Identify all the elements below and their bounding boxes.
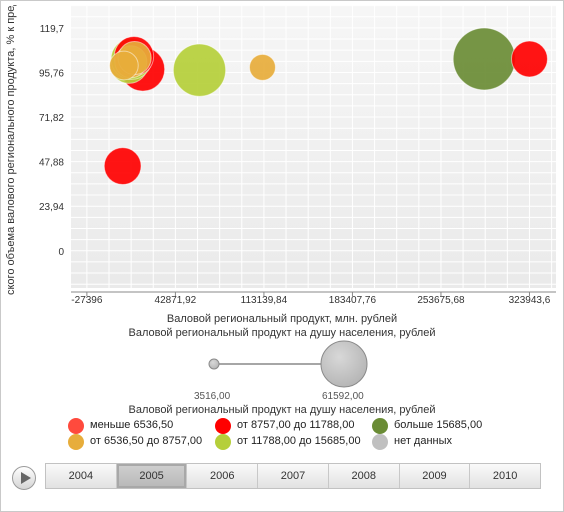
year-2009[interactable]: 2009 xyxy=(400,464,471,488)
size-legend-max-label: 61592,00 xyxy=(322,391,364,402)
legend-swatch xyxy=(215,434,231,450)
x-tick-label: 253675,68 xyxy=(417,295,465,306)
legend-label: от 11788,00 до 15685,00 xyxy=(237,435,361,447)
legend-swatch xyxy=(372,434,388,450)
year-2004[interactable]: 2004 xyxy=(46,464,117,488)
bubble[interactable] xyxy=(452,27,516,91)
bubble[interactable] xyxy=(103,147,142,185)
size-legend xyxy=(208,340,368,388)
y-tick-label: 71,82 xyxy=(39,113,64,124)
x-tick-label: 183407,76 xyxy=(329,295,377,306)
year-2006[interactable]: 2006 xyxy=(187,464,259,488)
axes: -27396 42871,92 113139,84 183407,76 253675,6… xyxy=(39,24,556,306)
year-2008[interactable]: 2008 xyxy=(329,464,400,488)
year-2007[interactable]: 2007 xyxy=(258,464,329,488)
size-legend-title: Валовой региональный продукт на душу нас… xyxy=(128,327,436,339)
bubble-chart: -27396 42871,92 113139,84 183407,76 253675,6… xyxy=(39,5,556,388)
legend-label: больше 15685,00 xyxy=(394,419,483,431)
play-icon xyxy=(21,472,31,484)
y-tick-label: 47,88 xyxy=(39,158,64,169)
play-button[interactable] xyxy=(12,466,36,490)
legend-swatch xyxy=(215,418,231,434)
x-axis-title: Валовой региональный продукт, млн. рубле… xyxy=(166,313,398,325)
size-legend-min-bubble xyxy=(208,358,220,370)
legend-label: от 8757,00 до 11788,00 xyxy=(237,419,355,431)
y-tick-label: 0 xyxy=(58,247,64,258)
x-tick-label: 323943,6 xyxy=(509,295,551,306)
bubble[interactable] xyxy=(109,50,139,81)
bubble[interactable] xyxy=(248,53,276,81)
legend-swatch xyxy=(68,418,84,434)
size-legend-max-bubble xyxy=(320,340,368,388)
y-axis-title-wrap: ского объема валового регионального прод… xyxy=(3,5,19,295)
y-tick-label: 23,94 xyxy=(39,202,64,213)
color-legend-title: Валовой региональный продукт на душу нас… xyxy=(128,404,436,416)
legend-swatch xyxy=(68,434,84,450)
year-2010[interactable]: 2010 xyxy=(492,470,518,482)
year-selector: 2004 2005 2006 2007 2008 2009 2010 xyxy=(45,463,541,489)
size-legend-min-label: 3516,00 xyxy=(194,391,231,402)
legend-swatch xyxy=(372,418,388,434)
x-tick-label: 42871,92 xyxy=(155,295,197,306)
bubble[interactable] xyxy=(172,43,227,97)
year-2005[interactable]: 2005 xyxy=(116,464,188,488)
legend-label: меньше 6536,50 xyxy=(90,419,174,431)
y-tick-label: 119,7 xyxy=(40,24,65,35)
legend-label: нет данных xyxy=(394,435,453,447)
bubble[interactable] xyxy=(510,40,548,78)
bubbles xyxy=(103,27,548,185)
x-tick-label: -27396 xyxy=(71,295,103,306)
legend-label: от 6536,50 до 8757,00 xyxy=(90,435,203,447)
y-axis-title: ского объема валового регионального прод… xyxy=(5,5,17,295)
timeline: 2004 2005 2006 2007 2008 2009 2010 xyxy=(12,463,542,491)
y-tick-label: 95,76 xyxy=(39,68,64,79)
x-tick-label: 113139,84 xyxy=(241,295,288,306)
